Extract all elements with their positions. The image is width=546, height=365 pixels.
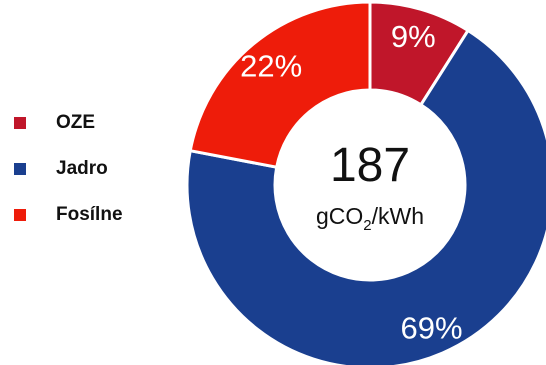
legend: OZE Jadro Fosílne — [14, 110, 164, 248]
slice-fosílne — [188, 0, 372, 169]
center-value: 187 — [330, 139, 410, 192]
slice-label-fosílne: 22% — [240, 49, 302, 84]
center-unit: gCO2/kWh — [316, 203, 424, 234]
center-unit-main: gCO — [316, 203, 363, 229]
slice-jadro — [185, 28, 546, 365]
legend-item-oze: OZE — [14, 110, 164, 156]
legend-item-jadro: Jadro — [14, 156, 164, 202]
center-unit-suffix: /kWh — [372, 203, 424, 229]
legend-item-fosílne: Fosílne — [14, 202, 164, 248]
legend-swatch — [14, 209, 26, 221]
slice-label-oze: 9% — [391, 19, 436, 54]
legend-label: OZE — [56, 112, 96, 133]
slice-label-jadro: 69% — [401, 310, 463, 345]
legend-swatch — [14, 163, 26, 175]
legend-label: Jadro — [56, 158, 108, 179]
donut-slices — [185, 0, 546, 365]
legend-swatch — [14, 117, 26, 129]
slice-labels: 9% 69% 22% — [240, 19, 462, 345]
legend-label: Fosílne — [56, 204, 123, 225]
center-unit-subscript: 2 — [363, 217, 371, 234]
